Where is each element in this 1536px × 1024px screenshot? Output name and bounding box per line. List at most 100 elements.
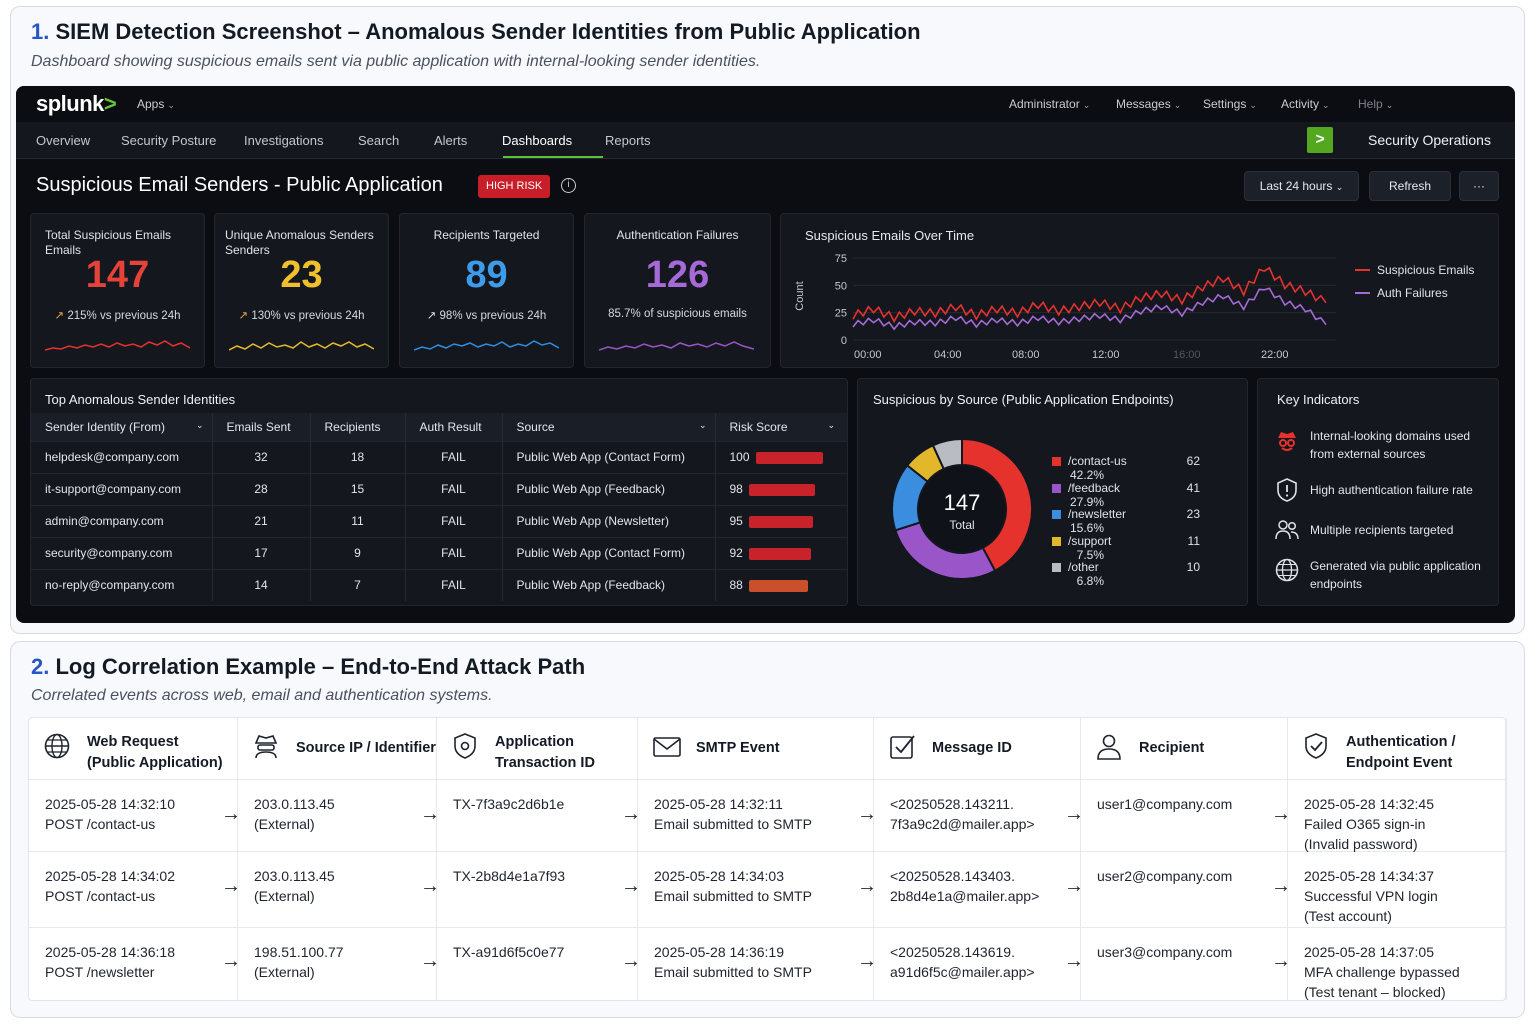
- col-auth-result[interactable]: Auth Result: [405, 413, 503, 441]
- log-cell: 203.0.113.45 (External): [254, 796, 335, 832]
- emails-sent-cell: 28: [212, 472, 311, 505]
- log-cell: TX-2b8d4e1a7f93: [453, 868, 566, 884]
- menu-activity[interactable]: Activity ⌄: [1281, 97, 1330, 111]
- trend-up-icon: ↗: [426, 310, 437, 322]
- check-square-icon: [890, 735, 915, 759]
- log-cell: TX-7f3a9c2d6b1e: [453, 796, 565, 812]
- chart-title: Suspicious by Source (Public Application…: [873, 392, 1174, 407]
- timeseries-chart: Count 75 50 25 0 00:00 04:00 08:00 12:00 16:00 2…: [794, 253, 1474, 361]
- section-title: 1. SIEM Detection Screenshot – Anomalous…: [31, 19, 921, 44]
- app-name[interactable]: Security Operations: [1368, 132, 1491, 148]
- table-row[interactable]: admin@company.com 21 11 FAIL Public Web App …: [31, 504, 847, 537]
- log-cell: 2025-05-28 14:34:37 Successful VPN login(…: [1304, 868, 1438, 924]
- tab-alerts[interactable]: Alerts: [434, 133, 468, 148]
- legend-row-other[interactable]: /other 10 6.8%: [1052, 560, 1247, 588]
- flow-arrow-icon: →: [857, 803, 877, 825]
- kpi-label: Authentication Failures: [616, 228, 739, 242]
- source-cell: Public Web App (Feedback): [502, 568, 716, 601]
- table-row[interactable]: helpdesk@company.com 32 18 FAIL Public Web A…: [31, 440, 847, 473]
- col-recipients[interactable]: Recipients: [310, 413, 406, 441]
- recipients-cell: 9: [310, 536, 406, 569]
- series-line-auth-failures: [852, 287, 1327, 331]
- legend-row-feedback[interactable]: /feedback 41 27.9%: [1052, 481, 1247, 509]
- col-emails-sent[interactable]: Emails Sent: [212, 413, 311, 441]
- table-row[interactable]: security@company.com 17 9 FAIL Public Web Ap…: [31, 536, 847, 569]
- x-tick-label: 12:00: [1092, 349, 1120, 361]
- legend-row-contact-us[interactable]: /contact-us 62 42.2%: [1052, 454, 1247, 482]
- chevron-down-icon: ⌄: [1173, 100, 1182, 110]
- auth-result-cell: FAIL: [405, 472, 503, 505]
- legend-name: /support: [1068, 533, 1112, 548]
- sender-cell: it-support@company.com: [31, 472, 213, 505]
- risk-score-cell: 88: [715, 568, 847, 601]
- table-row[interactable]: no-reply@company.com 14 7 FAIL Public Web Ap…: [31, 568, 847, 601]
- column-header: Web Request (Public Application): [29, 718, 237, 780]
- legend-count: 11: [1187, 533, 1200, 548]
- flow-arrow-icon: →: [221, 875, 241, 897]
- menu-help[interactable]: Help ⌄: [1358, 97, 1394, 111]
- sender-cell: security@company.com: [31, 536, 213, 569]
- chevron-down-icon: ⌄: [1385, 100, 1394, 110]
- splunk-logo[interactable]: splunk>: [36, 91, 117, 116]
- col-risk-score[interactable]: Risk Score ⌄: [715, 413, 847, 441]
- legend-row-newsletter[interactable]: /newsletter 23 15.6%: [1052, 507, 1247, 535]
- risk-score-bar: [748, 483, 815, 496]
- risk-score-value: 92: [729, 546, 743, 560]
- log-cell: 2025-05-28 14:37:05 MFA challenge bypasse…: [1304, 944, 1460, 1000]
- menu-settings[interactable]: Settings ⌄: [1203, 97, 1257, 111]
- column-header: Application Transaction ID: [437, 718, 637, 780]
- menu-administrator[interactable]: Administrator ⌄: [1009, 97, 1091, 111]
- log-cell: TX-a91d6f5c0e77: [453, 944, 565, 960]
- refresh-button[interactable]: Refresh: [1369, 171, 1451, 201]
- donut-slice-contact-us[interactable]: [961, 437, 1033, 573]
- tab-overview[interactable]: Overview: [36, 133, 91, 148]
- column-title: Recipient: [1139, 740, 1205, 756]
- log-column: SMTP Event 2025-05-28 14:32:11 Email submi…: [638, 718, 874, 1000]
- more-options-button[interactable]: ···: [1459, 171, 1499, 201]
- app-chevron-icon[interactable]: >: [1307, 127, 1333, 153]
- hacker-icon: [254, 735, 278, 759]
- legend-count: 23: [1186, 507, 1200, 521]
- shield-alert-icon: [1277, 478, 1297, 502]
- risk-score-bar: [748, 580, 808, 593]
- kpi-sparkline: [45, 340, 190, 351]
- y-tick-label: 0: [841, 335, 847, 347]
- auth-result-cell: FAIL: [405, 568, 503, 601]
- col-source[interactable]: Source ⌄: [502, 413, 716, 441]
- log-column: Web Request (Public Application) 2025-05-2…: [29, 718, 238, 1000]
- time-range-picker[interactable]: Last 24 hours ⌄: [1244, 171, 1359, 201]
- column-header: SMTP Event: [638, 718, 873, 780]
- legend-percent: 7.5%: [1076, 547, 1104, 562]
- y-tick-label: 75: [835, 253, 847, 265]
- legend-swatch: [1052, 457, 1061, 467]
- dashboard-title: Suspicious Email Senders - Public Applic…: [36, 174, 443, 196]
- tab-search[interactable]: Search: [358, 133, 400, 148]
- info-icon[interactable]: i: [561, 178, 576, 193]
- flow-arrow-icon: →: [621, 950, 641, 972]
- donut-slice-other[interactable]: [931, 437, 963, 471]
- kpi-label: Unique Anomalous Senders Senders: [225, 228, 374, 257]
- table-row[interactable]: it-support@company.com 28 15 FAIL Public Web…: [31, 472, 847, 505]
- apps-menu[interactable]: Apps ⌄: [137, 97, 175, 111]
- col-sender[interactable]: Sender Identity (From) ⌄: [31, 413, 213, 441]
- sender-cell: no-reply@company.com: [31, 568, 213, 601]
- users-icon: [1275, 520, 1299, 540]
- flow-arrow-icon: →: [621, 875, 641, 897]
- chevron-down-icon: ⌄: [1335, 182, 1344, 192]
- column-title: Message ID: [932, 740, 1012, 756]
- section-title: 2. Log Correlation Example – End-to-End …: [31, 654, 586, 679]
- trend-up-icon: ↗: [238, 310, 249, 322]
- tab-security-posture[interactable]: Security Posture: [121, 133, 217, 148]
- kpi-card-total-emails: Total Suspicious Emails Emails 147 ↗ 215%…: [30, 213, 205, 368]
- tab-investigations[interactable]: Investigations: [244, 133, 324, 148]
- flow-arrow-icon: →: [1271, 875, 1291, 897]
- tab-dashboards[interactable]: Dashboards: [502, 133, 573, 148]
- menu-messages[interactable]: Messages ⌄: [1116, 97, 1182, 111]
- tab-reports[interactable]: Reports: [605, 133, 651, 148]
- legend-row-support[interactable]: /support 11 7.5%: [1052, 534, 1247, 562]
- chevron-down-icon: ⌄: [1322, 100, 1330, 110]
- risk-score-value: 95: [729, 514, 743, 528]
- column-header: Authentication / Endpoint Event: [1288, 718, 1506, 780]
- flow-arrow-icon: →: [221, 803, 241, 825]
- legend-percent: 6.8%: [1076, 574, 1104, 588]
